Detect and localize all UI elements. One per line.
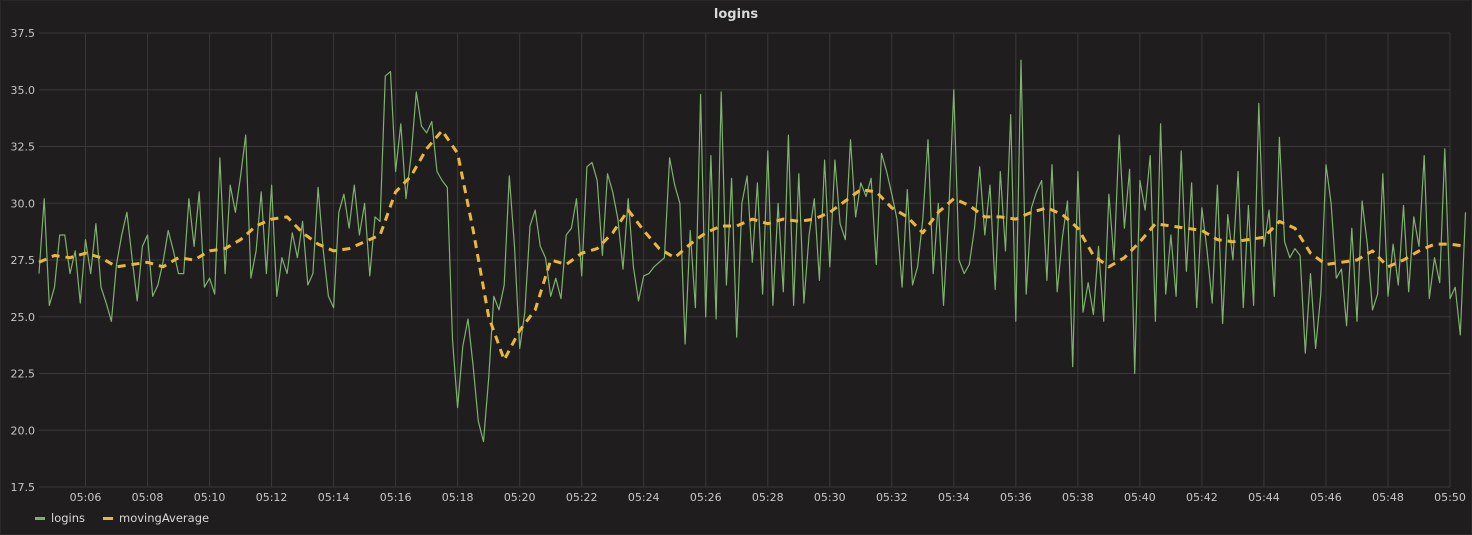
- x-tick-label: 05:14: [318, 491, 350, 504]
- y-tick-label: 20.0: [11, 424, 36, 437]
- legend-item-movingaverage[interactable]: movingAverage: [103, 511, 209, 525]
- x-tick-label: 05:36: [1000, 491, 1032, 504]
- y-tick-label: 32.5: [11, 141, 36, 154]
- line-chart: 17.5 20.0 22.5 25.0 27.5 30.0 32.5 35.0 37.5 05:0…: [11, 27, 1467, 504]
- x-tick-label: 05:24: [628, 491, 660, 504]
- series-line-movingaverage: [38, 129, 1466, 362]
- x-tick-label: 05:28: [752, 491, 784, 504]
- series-line-logins: [38, 59, 1467, 443]
- y-tick-label: 27.5: [11, 254, 36, 267]
- x-tick-label: 05:26: [690, 491, 722, 504]
- x-tick-label: 05:40: [1124, 491, 1156, 504]
- legend-label-movingaverage: movingAverage: [119, 511, 210, 525]
- legend-swatch-movingaverage: [103, 516, 114, 520]
- y-tick-label: 35.0: [11, 84, 36, 97]
- x-tick-label: 05:50: [1434, 491, 1466, 504]
- y-tick-label: 22.5: [11, 368, 36, 381]
- x-tick-label: 05:32: [876, 491, 908, 504]
- x-tick-label: 05:06: [70, 491, 102, 504]
- x-tick-label: 05:22: [566, 491, 598, 504]
- x-tick-label: 05:08: [132, 491, 164, 504]
- y-tick-label: 30.0: [11, 197, 36, 210]
- x-tick-label: 05:18: [442, 491, 474, 504]
- x-tick-label: 05:46: [1310, 491, 1342, 504]
- x-tick-label: 05:38: [1062, 491, 1094, 504]
- x-tick-label: 05:34: [938, 491, 970, 504]
- x-tick-label: 05:16: [380, 491, 412, 504]
- x-tick-label: 05:48: [1372, 491, 1404, 504]
- x-tick-label: 05:42: [1186, 491, 1218, 504]
- legend-label-logins: logins: [51, 511, 86, 525]
- legend-swatch-logins: [35, 516, 45, 520]
- x-tick-label: 05:10: [194, 491, 226, 504]
- legend-item-logins[interactable]: logins: [35, 511, 85, 525]
- x-tick-label: 05:44: [1248, 491, 1280, 504]
- y-tick-label: 37.5: [11, 27, 36, 40]
- legend: logins movingAverage: [35, 511, 209, 525]
- panel-title[interactable]: logins: [713, 7, 759, 22]
- y-tick-label: 17.5: [11, 481, 36, 494]
- x-tick-label: 05:20: [504, 491, 536, 504]
- x-tick-label: 05:12: [256, 491, 288, 504]
- x-tick-label: 05:30: [814, 491, 846, 504]
- y-tick-label: 25.0: [11, 311, 36, 324]
